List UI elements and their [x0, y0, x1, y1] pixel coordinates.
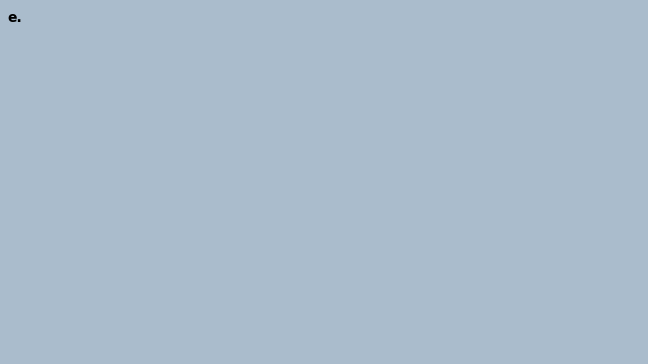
Text: e.: e.: [8, 11, 23, 25]
